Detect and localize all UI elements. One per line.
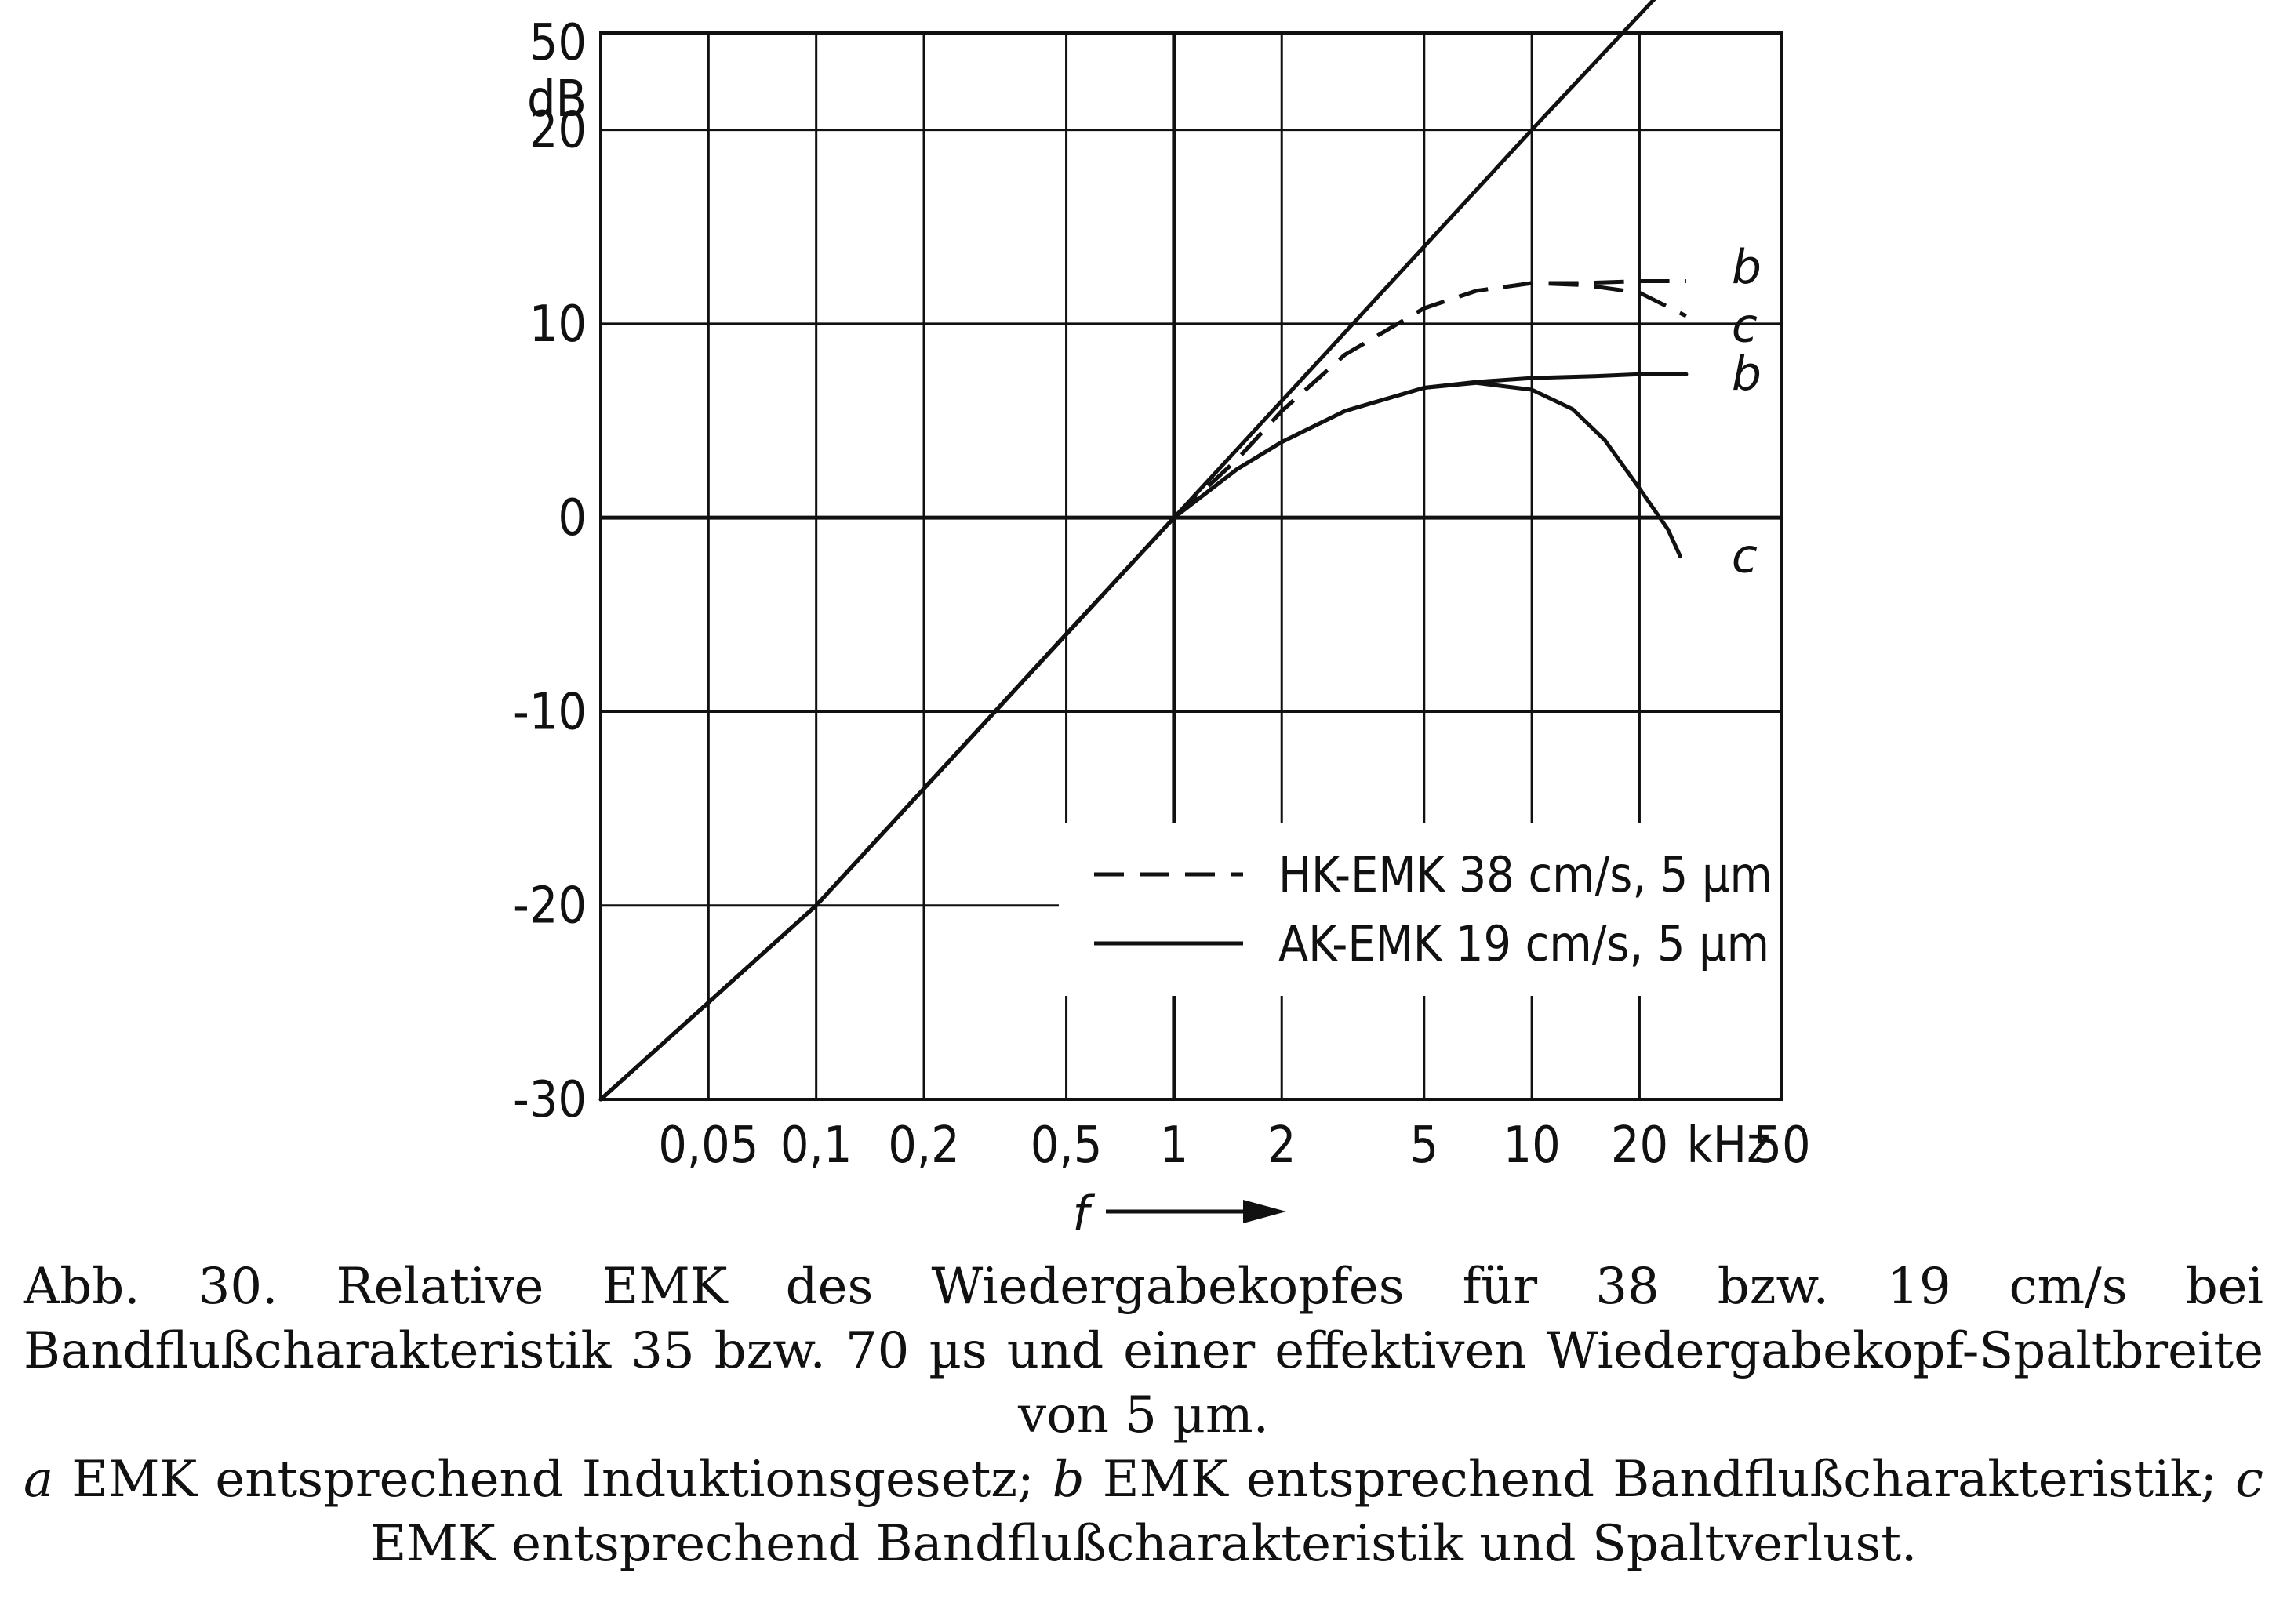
x-tick-label: 0,2 [888,1117,960,1175]
series-line-b-dashed [599,279,1686,1101]
legend-label: HK-EMK 38 cm/s, 5 µm [1278,846,1773,903]
x-tick-label: 0,5 [1031,1117,1103,1175]
y-tick-label: -20 [513,877,587,936]
x-tick-label: 1 [1160,1117,1189,1175]
series-line-c-solid [598,380,1682,1102]
caption-letter-b: b [1052,1451,1085,1509]
x-tick-label: 0,05 [658,1117,758,1175]
caption-paragraph-2: a EMK entsprechend Induktionsgesetz; b E… [24,1448,2263,1576]
x-tick-label: 2 [1267,1117,1296,1175]
legend-layer: HK-EMK 38 cm/s, 5 µm AK-EMK 19 cm/s, 5 µm [1094,846,1773,972]
series-line-c-dashed [599,281,1688,1101]
caption-text-b: EMK entsprechend Bandflußcharakteristik; [1084,1451,2236,1509]
y-top-label: 50 [529,14,587,72]
caption-text-c: EMK entsprechend Bandflußcharakteristik … [369,1515,1918,1573]
series-layer [598,0,1689,1102]
caption-text-a: EMK entsprechend Induktionsgesetz; [53,1451,1053,1509]
axes-layer [599,31,1783,1223]
x-tick-label: 0,1 [780,1117,853,1175]
x-tick-label: 10 [1503,1117,1560,1175]
x-axis-label: f [1072,1186,1095,1241]
plot-frame [599,31,1783,1101]
x-tick-label: 5 [1409,1117,1438,1175]
x-axis-arrow-head [1243,1200,1286,1223]
x-tick-label: 20 [1611,1117,1668,1175]
y-tick-label: -10 [513,683,587,741]
curve-label-c: c [1732,529,1758,584]
y-unit-label: dB [527,71,587,129]
curve-label-b: b [1732,347,1762,401]
y-tick-label: 0 [558,489,587,547]
caption-paragraph-1: Abb. 30. Relative EMK des Wiedergabekopf… [24,1258,2263,1444]
caption-letter-c: c [2235,1451,2263,1509]
caption-letter-a: a [24,1451,54,1509]
grid-layer [601,33,1782,1099]
x-tick-label: 50 [1753,1117,1810,1175]
y-tick-label: -30 [513,1071,587,1129]
x-unit-label: kHz [1686,1117,1770,1175]
curve-label-b: b [1732,240,1762,295]
y-tick-label: 10 [529,296,587,354]
legend-label: AK-EMK 19 cm/s, 5 µm [1278,915,1769,972]
chart: HK-EMK 38 cm/s, 5 µm AK-EMK 19 cm/s, 5 µm… [513,0,1811,1241]
figure-caption: Abb. 30. Relative EMK des Wiedergabekopf… [24,1255,2263,1576]
y-tick-label: 20 [529,102,587,160]
label-layer: 0,05 0,1 0,2 0,5 1 2 5 10 20 50kHz20100-10-20-305… [513,14,1811,1241]
series-line-b-solid [598,372,1689,1102]
curve-label-c: c [1732,298,1758,353]
